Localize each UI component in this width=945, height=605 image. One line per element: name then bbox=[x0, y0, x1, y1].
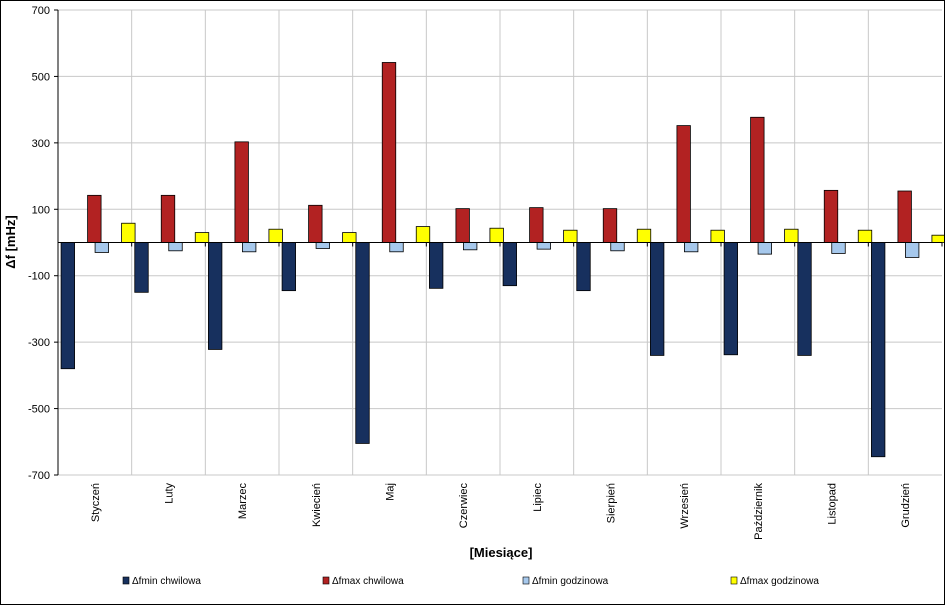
x-tick-label: Wrzesień bbox=[679, 483, 691, 529]
x-tick-label: Lipiec bbox=[532, 483, 544, 512]
y-tick-label: 100 bbox=[32, 204, 50, 216]
bar bbox=[897, 190, 912, 243]
y-tick-label: -300 bbox=[28, 337, 50, 349]
bar bbox=[489, 227, 504, 243]
bar bbox=[610, 242, 625, 252]
bar bbox=[168, 242, 183, 252]
bar bbox=[750, 116, 765, 243]
bar bbox=[871, 242, 886, 458]
y-tick-label: -100 bbox=[28, 271, 50, 283]
bar bbox=[757, 242, 772, 255]
bar bbox=[234, 141, 249, 243]
bar bbox=[563, 229, 578, 243]
y-tick-label: -700 bbox=[28, 470, 50, 482]
bar bbox=[389, 242, 404, 253]
legend-swatch bbox=[322, 576, 330, 585]
bar bbox=[502, 242, 517, 287]
x-tick-label: Kwiecień bbox=[311, 483, 323, 527]
bar bbox=[831, 242, 846, 254]
bar bbox=[355, 242, 370, 444]
bar bbox=[87, 194, 102, 243]
legend-swatch bbox=[122, 576, 130, 585]
bar bbox=[134, 242, 149, 293]
bar bbox=[121, 222, 136, 243]
bar bbox=[463, 242, 478, 251]
legend-label: Δfmin godzinowa bbox=[532, 576, 609, 587]
bar bbox=[308, 204, 323, 243]
legend-swatch bbox=[522, 576, 530, 585]
bar bbox=[797, 242, 812, 356]
bar bbox=[650, 242, 665, 356]
bar bbox=[636, 228, 652, 243]
x-tick-label: Styczeń bbox=[90, 483, 102, 522]
bar bbox=[208, 242, 223, 350]
bar bbox=[676, 125, 691, 243]
x-axis-title: [Miesiące] bbox=[470, 545, 533, 560]
bar bbox=[455, 208, 470, 243]
bar bbox=[857, 229, 873, 243]
legend-label: Δfmin chwilowa bbox=[132, 576, 201, 587]
bar bbox=[576, 242, 591, 292]
bar bbox=[94, 242, 109, 253]
bar bbox=[381, 62, 397, 243]
bar bbox=[784, 228, 799, 243]
bar bbox=[529, 207, 544, 243]
x-tick-labels: Styczeń Luty Marzec Kwiecień Maj Czerwiec Lipi… bbox=[90, 483, 912, 540]
bar bbox=[905, 242, 920, 258]
x-tick-label: Maj bbox=[385, 483, 397, 501]
bar bbox=[931, 234, 944, 243]
x-tick-label: Listopad bbox=[827, 483, 839, 525]
bar bbox=[194, 232, 210, 243]
legend-swatch bbox=[730, 576, 738, 585]
bar bbox=[429, 242, 444, 289]
y-tick-label: -500 bbox=[28, 404, 50, 416]
bar bbox=[281, 242, 296, 292]
bar bbox=[536, 242, 551, 250]
legend: Δfmin chwilowa Δfmax chwilowa Δfmin godzin… bbox=[122, 576, 819, 587]
bar bbox=[710, 229, 725, 243]
bar bbox=[602, 208, 618, 243]
x-tick-label: Czerwiec bbox=[458, 483, 470, 529]
y-tick-label: 700 bbox=[32, 5, 50, 17]
x-tick-label: Luty bbox=[164, 483, 176, 504]
bar bbox=[160, 194, 176, 243]
x-tick-label: Marzec bbox=[237, 483, 249, 520]
legend-label: Δfmax godzinowa bbox=[740, 576, 819, 587]
bar bbox=[723, 242, 738, 356]
bar bbox=[315, 242, 330, 249]
bar bbox=[823, 189, 839, 243]
bar bbox=[60, 242, 75, 370]
bars bbox=[60, 62, 944, 458]
x-tick-label: Sierpień bbox=[606, 483, 618, 523]
x-tick-label: Grudzień bbox=[900, 483, 912, 528]
y-tick-labels: 700 500 300 100 -100 -300 -500 -700 bbox=[28, 5, 50, 482]
x-tick-label: Październik bbox=[753, 483, 765, 540]
y-tick-label: 300 bbox=[32, 138, 50, 150]
bar bbox=[684, 242, 699, 253]
y-axis-title: Δf [mHz] bbox=[3, 215, 18, 268]
bar bbox=[415, 226, 431, 243]
bar bbox=[268, 228, 283, 243]
bar bbox=[242, 242, 257, 253]
axes bbox=[54, 9, 943, 476]
bar bbox=[342, 232, 357, 243]
legend-label: Δfmax chwilowa bbox=[332, 576, 404, 587]
y-tick-label: 500 bbox=[32, 71, 50, 83]
